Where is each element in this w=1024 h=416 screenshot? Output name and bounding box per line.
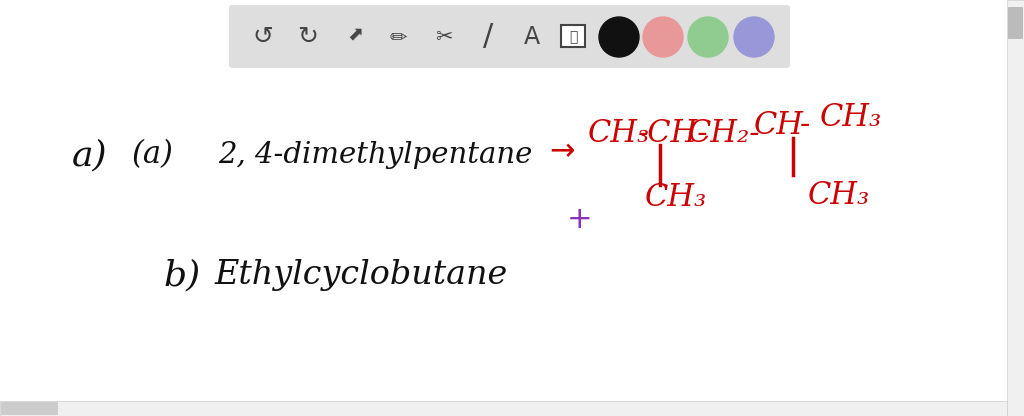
Bar	[1007, 0, 1024, 416]
Circle shape	[734, 17, 774, 57]
Text: /: /	[483, 22, 494, 52]
Bar	[0, 401, 1007, 416]
Text: 🏔: 🏔	[568, 30, 578, 44]
Text: ✂: ✂	[435, 27, 453, 47]
Text: CH₃: CH₃	[820, 102, 883, 133]
Text: (a): (a)	[132, 139, 174, 171]
Text: +: +	[567, 206, 593, 235]
Text: CH₃: CH₃	[808, 179, 870, 210]
Text: a): a)	[72, 138, 108, 172]
Text: CH: CH	[754, 109, 804, 141]
Circle shape	[643, 17, 683, 57]
Text: →: →	[549, 138, 574, 166]
Circle shape	[599, 17, 639, 57]
Text: ⬆: ⬆	[341, 25, 366, 50]
Text: A: A	[524, 25, 540, 49]
FancyBboxPatch shape	[229, 5, 790, 68]
Text: 2, 4-dimethylpentane: 2, 4-dimethylpentane	[218, 141, 532, 169]
Text: -CH-: -CH-	[638, 117, 709, 149]
Text: Ethylcyclobutane: Ethylcyclobutane	[215, 259, 508, 291]
FancyBboxPatch shape	[1, 402, 58, 415]
Text: CH₃: CH₃	[588, 117, 650, 149]
Text: -: -	[800, 109, 810, 141]
Text: CH₂-: CH₂-	[688, 117, 761, 149]
Text: b): b)	[163, 258, 201, 292]
FancyBboxPatch shape	[561, 25, 585, 47]
Text: CH₃: CH₃	[645, 181, 708, 213]
FancyBboxPatch shape	[1008, 7, 1023, 39]
Text: ↻: ↻	[298, 25, 318, 49]
Text: ✏: ✏	[389, 27, 407, 47]
Text: ↺: ↺	[253, 25, 273, 49]
Circle shape	[688, 17, 728, 57]
